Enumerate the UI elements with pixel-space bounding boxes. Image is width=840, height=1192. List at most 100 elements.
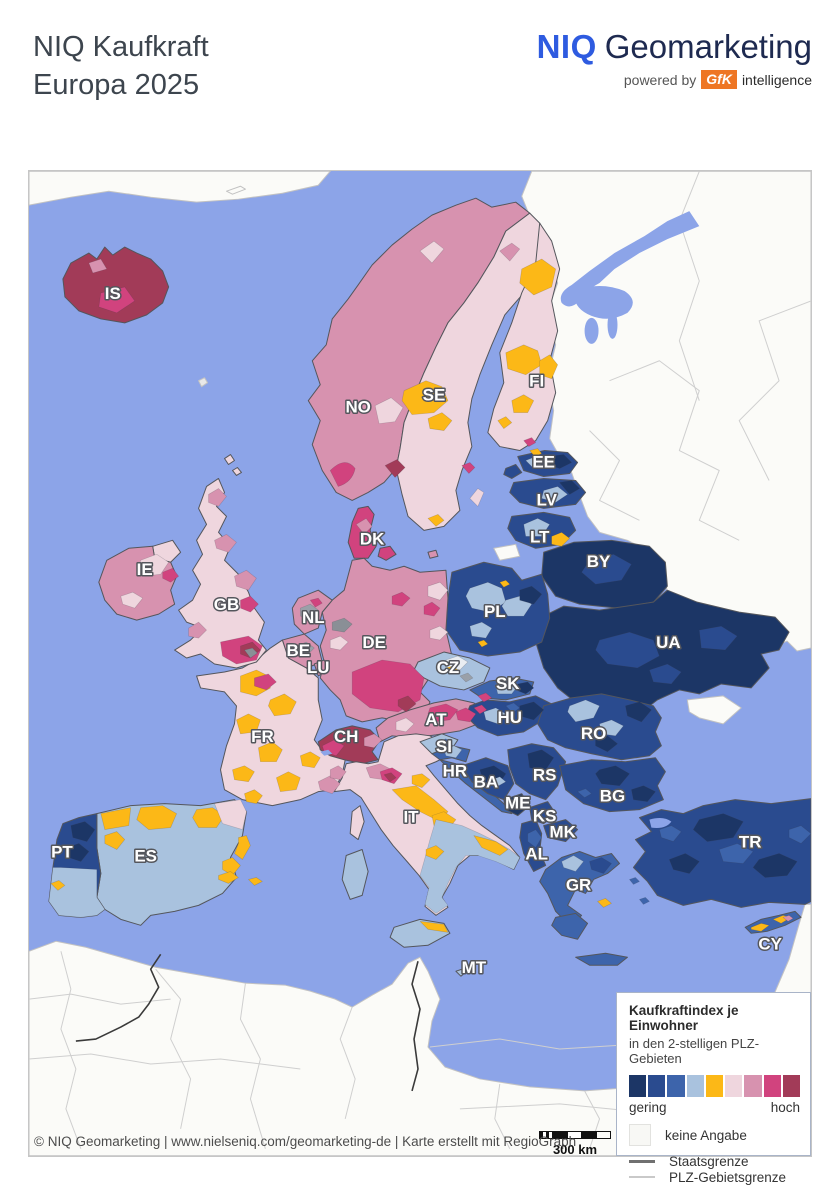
country-label-si: SI <box>436 737 452 756</box>
country-label-fr: FR <box>251 727 274 746</box>
gfk-logo: GfK <box>701 70 737 89</box>
country-label-ks: KS <box>533 807 557 826</box>
legend-minmax: gering hoch <box>629 1100 800 1115</box>
country-label-de: DE <box>362 633 386 652</box>
country-label-hr: HR <box>443 762 467 781</box>
state-border-line <box>629 1159 655 1163</box>
country-label-ua: UA <box>656 633 680 652</box>
scale-bar-segment <box>581 1132 597 1138</box>
no-data-label: keine Angabe <box>665 1127 747 1143</box>
legend-swatch <box>686 1075 704 1097</box>
country-label-sk: SK <box>496 674 520 693</box>
state-border-row: Staatsgrenze <box>629 1153 800 1169</box>
legend-swatch <box>705 1075 724 1097</box>
geomarketing-wordmark: Geomarketing <box>604 28 812 65</box>
page-title: NIQ Kaufkraft Europa 2025 <box>33 31 209 102</box>
legend-swatch <box>648 1075 666 1097</box>
legend-subtitle: in den 2-stelligen PLZ-Gebieten <box>629 1036 760 1066</box>
europe-map: IS NO SE FI EE LV LT DK BY UA PL DE NL BE LU GB IE FR CH AT… <box>28 170 812 1185</box>
logo-wordmark: NIQ Geomarketing <box>537 30 812 63</box>
map-scale-bar: 300 km <box>535 1131 615 1157</box>
scale-bar-segment <box>546 1132 549 1138</box>
country-label-cz: CZ <box>437 658 460 677</box>
country-ks <box>529 801 557 825</box>
powered-by-text: powered by <box>623 71 697 88</box>
country-label-mk: MK <box>549 823 576 842</box>
scale-bar-segment <box>549 1132 552 1138</box>
malta <box>455 968 467 977</box>
state-border-label: Staatsgrenze <box>669 1153 749 1169</box>
country-dk <box>347 505 377 559</box>
country-label-it: IT <box>403 808 419 827</box>
country-label-lu: LU <box>307 658 330 677</box>
country-label-be: BE <box>287 641 311 660</box>
country-al <box>519 819 547 872</box>
country-label-es: ES <box>134 846 157 865</box>
legend-color-scale <box>629 1075 800 1097</box>
map-legend: Kaufkraftindex je Einwohner in den 2-ste… <box>616 992 811 1185</box>
country-label-hu: HU <box>498 708 522 727</box>
legend-border-rows: Staatsgrenze PLZ-Gebietsgrenze <box>629 1153 800 1185</box>
legend-no-data-row: keine Angabe <box>629 1124 800 1146</box>
country-label-fi: FI <box>529 372 544 391</box>
country-label-ee: EE <box>532 453 555 472</box>
country-label-mt: MT <box>462 958 487 977</box>
plz-border-row: PLZ-Gebietsgrenze <box>629 1169 800 1185</box>
country-is <box>62 246 170 324</box>
country-label-gr: GR <box>566 875 591 894</box>
peloponnese <box>551 912 589 940</box>
sardinia <box>341 849 369 900</box>
country-label-pl: PL <box>484 602 506 621</box>
white-sea-and-lakes <box>560 211 700 344</box>
legend-swatch <box>763 1075 781 1097</box>
country-label-rs: RS <box>533 766 557 785</box>
scale-bar-label: 300 km <box>552 1142 598 1157</box>
country-label-tr: TR <box>739 833 762 852</box>
country-label-cy: CY <box>758 934 782 953</box>
country-label-lt: LT <box>530 527 550 546</box>
country-label-at: AT <box>425 710 447 729</box>
scale-bar-segment <box>540 1132 543 1138</box>
niq-geomarketing-logo: NIQ Geomarketing powered by GfK intellige… <box>537 30 812 89</box>
legend-swatch <box>725 1075 743 1097</box>
scale-bar-segments <box>539 1131 611 1139</box>
country-lu <box>313 659 329 677</box>
country-gb <box>174 477 267 669</box>
country-label-ro: RO <box>581 724 606 743</box>
legend-high-label: hoch <box>770 1100 800 1115</box>
country-mk <box>543 819 579 843</box>
country-label-dk: DK <box>360 529 385 548</box>
country-label-ie: IE <box>137 560 153 579</box>
country-label-no: NO <box>345 398 370 417</box>
plz-border-label: PLZ-Gebietsgrenze <box>669 1169 787 1185</box>
country-label-lv: LV <box>536 490 557 509</box>
no-data-swatch <box>629 1124 651 1146</box>
legend-swatch <box>744 1075 762 1097</box>
faroe-islands <box>198 377 209 388</box>
country-me <box>503 793 531 817</box>
country-label-ba: BA <box>474 773 498 792</box>
copyright-line: © NIQ Geomarketing | www.nielseniq.com/g… <box>34 1134 577 1149</box>
country-label-se: SE <box>423 386 446 405</box>
country-label-by: BY <box>587 552 611 571</box>
scale-bar-segment <box>543 1132 546 1138</box>
crimea <box>686 695 742 725</box>
legend-swatch <box>629 1075 647 1097</box>
country-se <box>395 212 549 531</box>
legend-low-label: gering <box>629 1100 667 1115</box>
legend-title: Kaufkraftindex je Einwohner <box>629 1003 739 1033</box>
country-label-bg: BG <box>600 787 625 806</box>
intelligence-text: intelligence <box>741 71 812 88</box>
country-label-is: IS <box>105 284 121 303</box>
country-label-me: ME <box>505 794 530 813</box>
scale-bar-segment <box>552 1132 568 1138</box>
niq-wordmark: NIQ <box>536 28 597 65</box>
legend-swatch <box>667 1075 685 1097</box>
country-label-al: AL <box>525 844 548 863</box>
scale-bar-segment <box>568 1132 581 1138</box>
legend-swatch <box>782 1075 800 1097</box>
corsica <box>349 805 365 841</box>
plz-border-line <box>629 1176 655 1178</box>
